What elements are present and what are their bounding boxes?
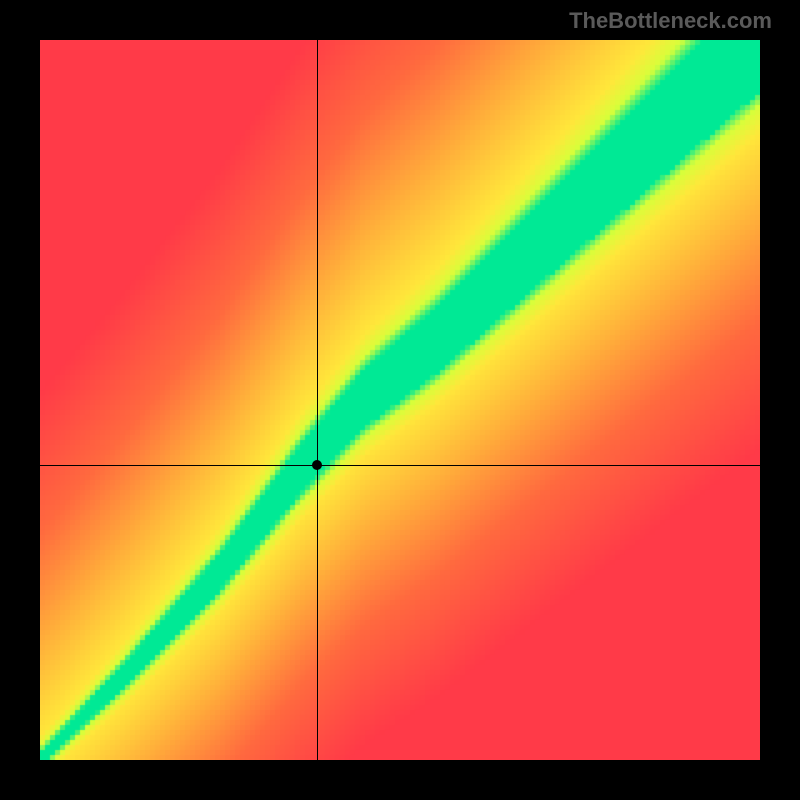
crosshair-vertical	[317, 40, 318, 760]
crosshair-horizontal	[40, 465, 760, 466]
heatmap-plot-area	[40, 40, 760, 760]
heatmap-canvas	[40, 40, 760, 760]
attribution-text: TheBottleneck.com	[569, 8, 772, 34]
data-point-marker	[312, 460, 322, 470]
